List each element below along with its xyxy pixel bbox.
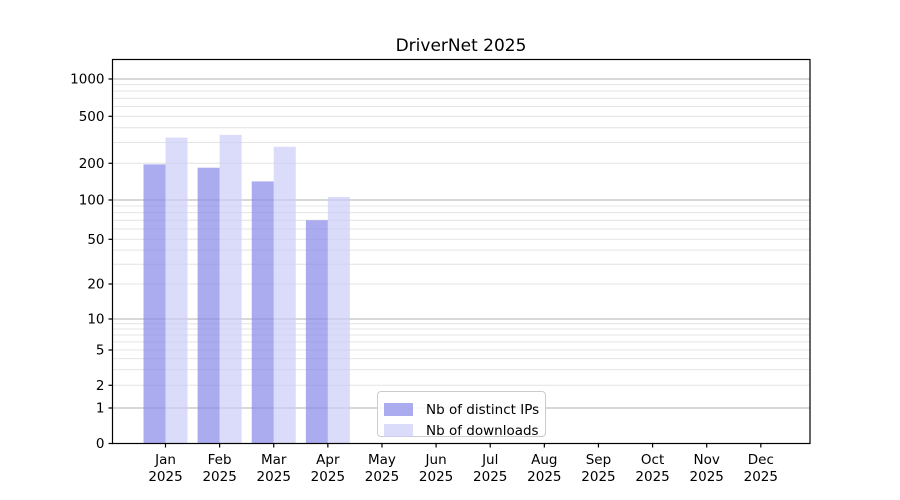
x-tick-label-year-mar: 2025 (257, 469, 291, 485)
x-tick-label-year-jan: 2025 (148, 469, 182, 485)
legend: Nb of distinct IPs Nb of downloads (377, 391, 546, 439)
legend-item-downloads: Nb of downloads (384, 420, 545, 441)
bar-nb-of-downloads-apr (327, 196, 350, 444)
bar-nb-of-downloads-feb (219, 134, 242, 444)
bar-nb-of-distinct-ips-feb (197, 167, 220, 444)
bar-nb-of-downloads-jan (165, 137, 188, 444)
x-tick-label-year-sep: 2025 (581, 469, 615, 485)
x-tick-label-month-mar: Mar (261, 452, 287, 468)
x-tick-label-year-apr: 2025 (311, 469, 345, 485)
x-tick-label-month-nov: Nov (694, 452, 720, 468)
y-tick-label-10: 10 (87, 312, 104, 328)
y-tick-label-500: 500 (79, 109, 105, 125)
x-tick-label-month-jun: Jun (425, 452, 447, 468)
chart-title: DriverNet 2025 (395, 36, 527, 56)
x-tick-label-year-jul: 2025 (473, 469, 507, 485)
x-tick-label-year-dec: 2025 (744, 469, 778, 485)
legend-label-distinct-ips: Nb of distinct IPs (426, 401, 540, 418)
y-tick-label-5: 5 (96, 343, 105, 359)
x-tick-label-year-feb: 2025 (202, 469, 236, 485)
y-tick-label-1000: 1000 (70, 72, 104, 88)
legend-label-downloads: Nb of downloads (426, 422, 539, 439)
y-tick-label-50: 50 (87, 232, 104, 248)
x-tick-label-month-dec: Dec (748, 452, 774, 468)
bar-nb-of-downloads-mar (273, 146, 296, 444)
y-tick-label-1: 1 (96, 401, 105, 417)
x-tick-label-year-jun: 2025 (419, 469, 453, 485)
x-tick-label-month-apr: Apr (316, 452, 340, 468)
bar-nb-of-distinct-ips-apr (305, 220, 328, 444)
x-tick-label-month-aug: Aug (531, 452, 557, 468)
legend-swatch-distinct-ips (384, 403, 413, 416)
x-tick-label-year-nov: 2025 (690, 469, 724, 485)
y-tick-label-200: 200 (79, 156, 105, 172)
y-tick-label-0: 0 (96, 436, 105, 452)
x-tick-label-month-jul: Jul (481, 452, 498, 468)
x-tick-label-year-aug: 2025 (527, 469, 561, 485)
plot-spines (111, 58, 811, 445)
legend-swatch-downloads (384, 424, 413, 437)
y-tick-label-100: 100 (79, 193, 105, 209)
bar-nb-of-distinct-ips-jan (143, 164, 166, 444)
x-tick-label-month-jan: Jan (154, 452, 176, 468)
x-tick-label-year-oct: 2025 (635, 469, 669, 485)
bar-nb-of-distinct-ips-mar (251, 181, 274, 444)
x-tick-label-month-feb: Feb (208, 452, 232, 468)
x-tick-label-month-may: May (368, 452, 396, 468)
legend-item-distinct-ips: Nb of distinct IPs (384, 399, 545, 420)
y-tick-label-20: 20 (87, 277, 104, 293)
x-tick-label-year-may: 2025 (365, 469, 399, 485)
x-tick-label-month-oct: Oct (641, 452, 664, 468)
y-tick-label-2: 2 (96, 378, 105, 394)
x-tick-label-month-sep: Sep (586, 452, 611, 468)
